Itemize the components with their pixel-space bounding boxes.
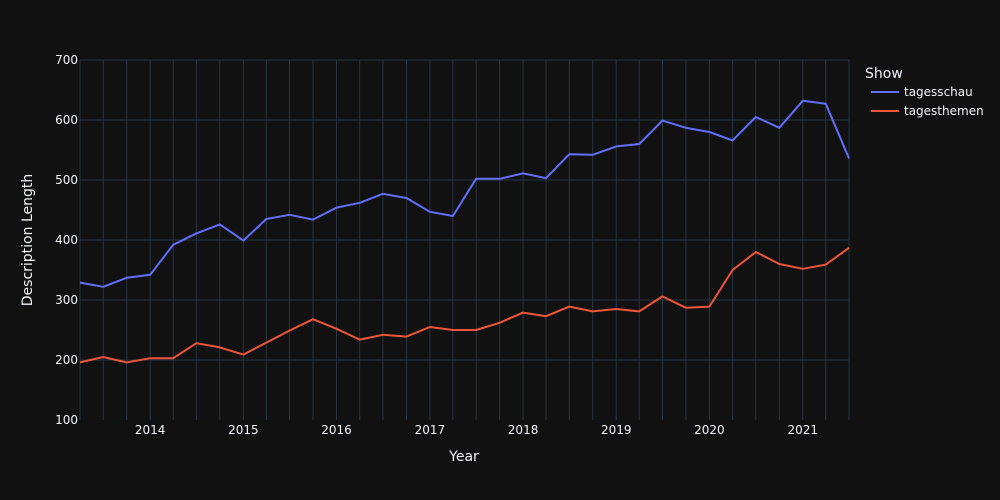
x-tick-label: 2021: [788, 423, 819, 437]
x-tick-label: 2018: [508, 423, 539, 437]
y-tick-label: 300: [55, 293, 78, 307]
legend: Show tagesschau tagesthemen: [865, 66, 984, 118]
legend-label-tagesthemen: tagesthemen: [904, 104, 984, 118]
series-line-tagesthemen: [79, 246, 850, 364]
series-line-tagesschau: [79, 99, 850, 288]
x-tick-label: 2015: [228, 423, 259, 437]
y-tick-label: 200: [55, 353, 78, 367]
series-lines: [79, 99, 850, 364]
y-tick-label: 600: [55, 113, 78, 127]
x-tick-label: 2019: [601, 423, 632, 437]
x-tick-label: 2017: [415, 423, 446, 437]
y-tick-label: 700: [55, 53, 78, 67]
y-tick-label: 500: [55, 173, 78, 187]
x-tick-label: 2020: [694, 423, 725, 437]
x-tick-label: 2014: [135, 423, 166, 437]
y-tick-label: 400: [55, 233, 78, 247]
x-tick-label: 2016: [321, 423, 352, 437]
tick-labels: 100 200 300 400 500 600 700 2014 2015 2016 2017 201…: [55, 53, 818, 437]
y-axis-title: Description Length: [20, 174, 36, 306]
y-tick-label: 100: [55, 413, 78, 427]
legend-label-tagesschau: tagesschau: [904, 85, 973, 99]
legend-title: Show: [865, 66, 903, 82]
grid: [79, 59, 850, 420]
x-axis-title: Year: [448, 449, 479, 465]
